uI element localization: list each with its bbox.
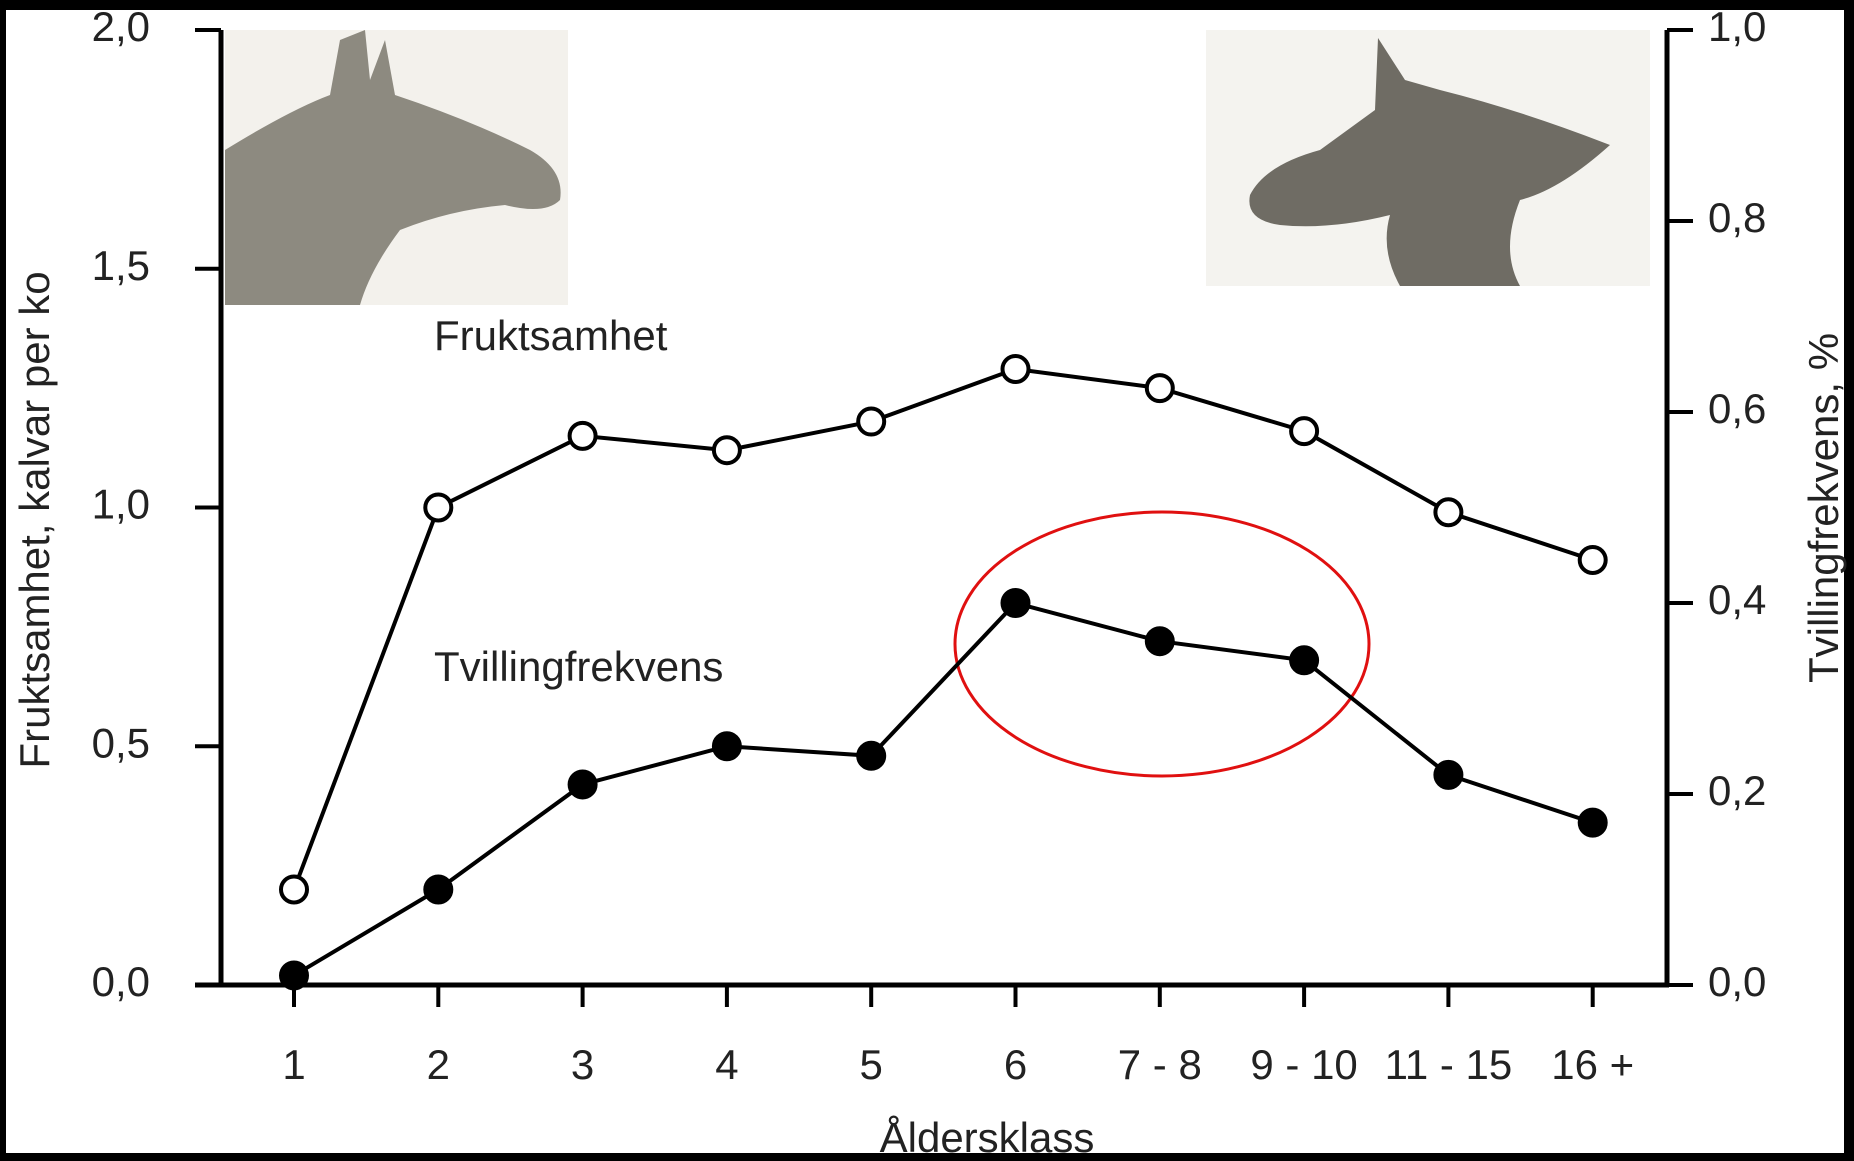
data-point <box>1435 762 1461 788</box>
y-tick-label: 1,0 <box>92 481 150 528</box>
data-point <box>1003 356 1029 382</box>
data-point <box>281 877 307 903</box>
data-point <box>1580 810 1606 836</box>
y2-axis-title: Tvillingfrekvens, % <box>1800 333 1847 683</box>
data-point <box>1003 590 1029 616</box>
y2-tick-label: 0,0 <box>1708 958 1766 1005</box>
y2-tick-label: 0,8 <box>1708 194 1766 241</box>
data-point <box>425 877 451 903</box>
data-point <box>1147 628 1173 654</box>
x-tick-label: 5 <box>860 1041 883 1088</box>
data-point <box>714 437 740 463</box>
x-tick-label: 6 <box>1004 1041 1027 1088</box>
annotation: Tvillingfrekvens <box>434 643 723 690</box>
y-tick-label: 0,5 <box>92 719 150 766</box>
y2-tick-label: 1,0 <box>1708 3 1766 50</box>
data-point <box>1291 647 1317 673</box>
x-tick-label: 3 <box>571 1041 594 1088</box>
x-tick-label: 11 - 15 <box>1385 1041 1513 1088</box>
moose-right <box>1206 30 1650 286</box>
page: Åldersklass Fruktsamhet, kalvar per ko T… <box>0 0 1854 1161</box>
chart: Åldersklass Fruktsamhet, kalvar per ko T… <box>0 0 1854 1161</box>
data-point <box>425 495 451 521</box>
x-tick-label: 2 <box>427 1041 450 1088</box>
data-point <box>858 409 884 435</box>
y-tick-label: 0,0 <box>92 958 150 1005</box>
y2-tick-label: 0,4 <box>1708 576 1766 623</box>
y2-tick-label: 0,2 <box>1708 767 1766 814</box>
y-tick-label: 2,0 <box>92 3 150 50</box>
data-point <box>714 733 740 759</box>
data-point <box>1291 418 1317 444</box>
x-tick-label: 1 <box>282 1041 305 1088</box>
data-point <box>570 423 596 449</box>
moose-left <box>225 30 568 305</box>
annotation: Fruktsamhet <box>434 312 668 359</box>
data-point <box>1580 547 1606 573</box>
x-tick-label: 9 - 10 <box>1250 1041 1357 1088</box>
y-axis-title: Fruktsamhet, kalvar per ko <box>11 271 58 768</box>
data-point <box>281 962 307 988</box>
x-axis-title: Åldersklass <box>880 1114 1095 1161</box>
x-tick-label: 7 - 8 <box>1118 1041 1202 1088</box>
data-point <box>1435 499 1461 525</box>
y2-tick-label: 0,6 <box>1708 385 1766 432</box>
y-tick-label: 1,5 <box>92 242 150 289</box>
x-tick-label: 16 + <box>1551 1041 1634 1088</box>
data-point <box>570 771 596 797</box>
data-point <box>858 743 884 769</box>
data-point <box>1147 375 1173 401</box>
x-tick-label: 4 <box>715 1041 738 1088</box>
